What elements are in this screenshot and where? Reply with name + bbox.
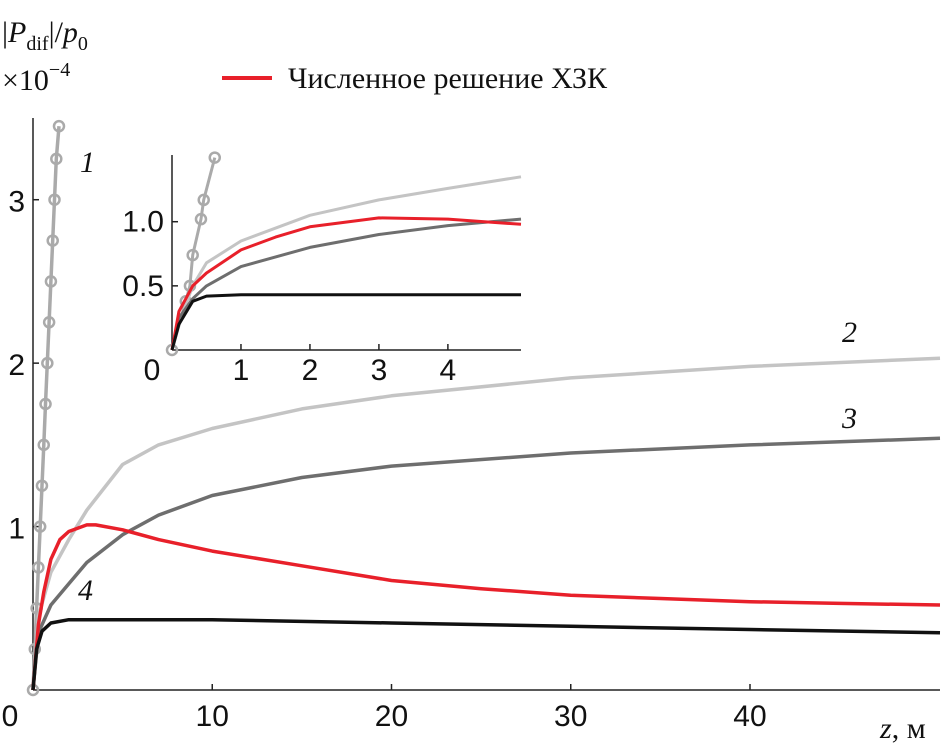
x-tick-label: 0: [2, 700, 19, 733]
x-tick-label: 3: [371, 354, 388, 387]
marker: [48, 193, 61, 206]
marker: [208, 151, 222, 164]
x-axis-label: z, м: [879, 712, 926, 745]
marker: [39, 397, 52, 411]
series-line: [170, 217, 522, 351]
y-tick-label: 3: [8, 186, 25, 219]
x-tick-label: 0: [144, 354, 161, 387]
x-tick-label: 10: [196, 700, 229, 733]
series-line: [31, 436, 941, 691]
series-line: [170, 175, 522, 351]
series-line: [31, 356, 941, 691]
curve-label: 4: [78, 574, 93, 607]
marker: [42, 316, 56, 329]
series-line: [31, 523, 941, 691]
y-axis-label: |Pdif|/p0: [2, 16, 88, 55]
marker: [41, 356, 54, 370]
y-multiplier: ×10−4: [2, 59, 70, 97]
series-line: [31, 617, 941, 691]
marker: [197, 193, 210, 207]
marker: [46, 234, 59, 247]
marker: [52, 119, 66, 133]
marker: [194, 212, 208, 226]
x-tick-label: 1: [233, 354, 250, 387]
curve-label: 1: [80, 146, 95, 179]
marker: [44, 275, 58, 288]
x-tick-label: 2: [302, 354, 319, 387]
curve-label: 3: [841, 402, 857, 435]
series-line: [170, 293, 521, 351]
x-tick-label: 20: [375, 700, 408, 733]
x-tick-label: 4: [440, 354, 457, 387]
marker: [186, 248, 199, 262]
y-tick-label: 1: [8, 513, 25, 546]
y-tick-label: 1.0: [122, 206, 164, 239]
marker: [35, 479, 49, 492]
marker: [33, 520, 47, 533]
legend-label: Численное решение ХЗК: [288, 62, 608, 95]
x-tick-label: 40: [733, 700, 766, 733]
curve-label: 2: [842, 316, 857, 349]
y-tick-label: 2: [8, 349, 25, 382]
x-tick-label: 30: [554, 700, 587, 733]
marker: [50, 152, 63, 166]
marker: [32, 561, 45, 574]
marker: [37, 438, 51, 452]
y-tick-label: 0.5: [122, 270, 164, 303]
series-line: [170, 216, 522, 351]
series-line: [31, 126, 61, 691]
